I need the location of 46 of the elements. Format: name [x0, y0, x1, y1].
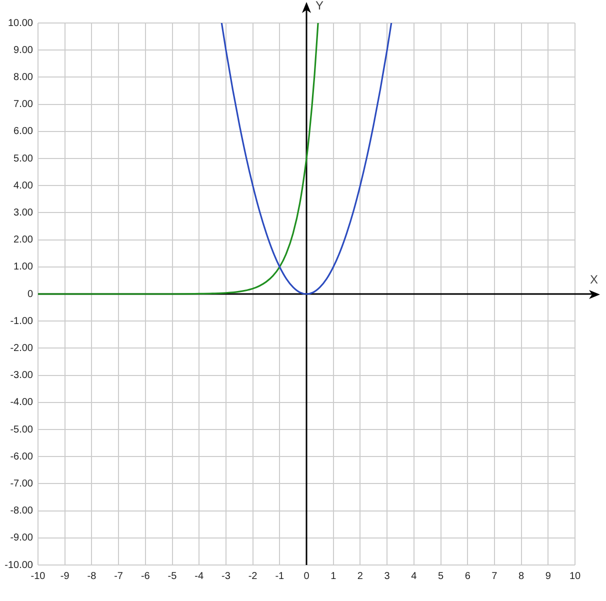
x-tick-label: -7 — [114, 570, 124, 582]
y-tick-label: -9.00 — [10, 532, 34, 544]
x-tick-label: -2 — [248, 570, 258, 582]
y-tick-label: -7.00 — [10, 478, 34, 490]
x-tick-label: -3 — [221, 570, 231, 582]
y-axis-title: Y — [315, 0, 324, 12]
x-tick-label: -1 — [275, 570, 285, 582]
y-tick-label: -8.00 — [10, 506, 34, 517]
y-tick-label: 3.00 — [14, 207, 34, 218]
x-tick-label: 10 — [569, 570, 581, 582]
x-tick-label: 7 — [492, 570, 498, 582]
y-tick-label: 4.00 — [14, 180, 34, 192]
y-tick-label: 8.00 — [14, 72, 34, 83]
x-tick-label: 8 — [518, 570, 525, 582]
x-tick-label: 3 — [384, 570, 390, 582]
x-tick-label: 1 — [330, 570, 337, 582]
y-tick-label: 0 — [27, 288, 34, 300]
x-tick-label: -5 — [168, 570, 178, 582]
x-tick-label: -10 — [30, 570, 46, 582]
x-tick-label: -4 — [194, 570, 204, 582]
line-series — [38, 23, 319, 295]
x-tick-label: -6 — [140, 570, 150, 582]
x-axis-title: X — [590, 272, 598, 286]
x-tick-label: -8 — [87, 570, 97, 582]
line-series — [220, 23, 392, 295]
x-tick-label: -9 — [60, 570, 70, 582]
y-tick-label: -3.00 — [10, 370, 34, 382]
x-tick-label: 0 — [304, 570, 310, 582]
y-tick-label: -10.00 — [4, 560, 34, 571]
y-tick-label: 7.00 — [14, 99, 34, 110]
y-tick-label: 5.00 — [14, 153, 34, 164]
y-tick-label: 6.00 — [14, 126, 34, 138]
y-tick-label: -2.00 — [10, 342, 34, 354]
x-tick-label: 5 — [438, 570, 444, 582]
x-tick-label: 2 — [357, 570, 364, 582]
x-tick-label: 4 — [411, 570, 418, 582]
x-tick-label: 9 — [545, 570, 552, 582]
y-tick-label: 10.00 — [8, 18, 34, 29]
y-tick-label: -4.00 — [10, 397, 34, 408]
x-tick-label: 6 — [464, 570, 471, 582]
y-tick-label: 1.00 — [14, 262, 34, 273]
y-tick-label: -1.00 — [10, 316, 34, 327]
y-tick-label: 2.00 — [14, 234, 34, 246]
y-tick-label: 9.00 — [14, 44, 34, 56]
y-tick-label: -6.00 — [10, 451, 34, 462]
y-tick-label: -5.00 — [10, 424, 34, 436]
